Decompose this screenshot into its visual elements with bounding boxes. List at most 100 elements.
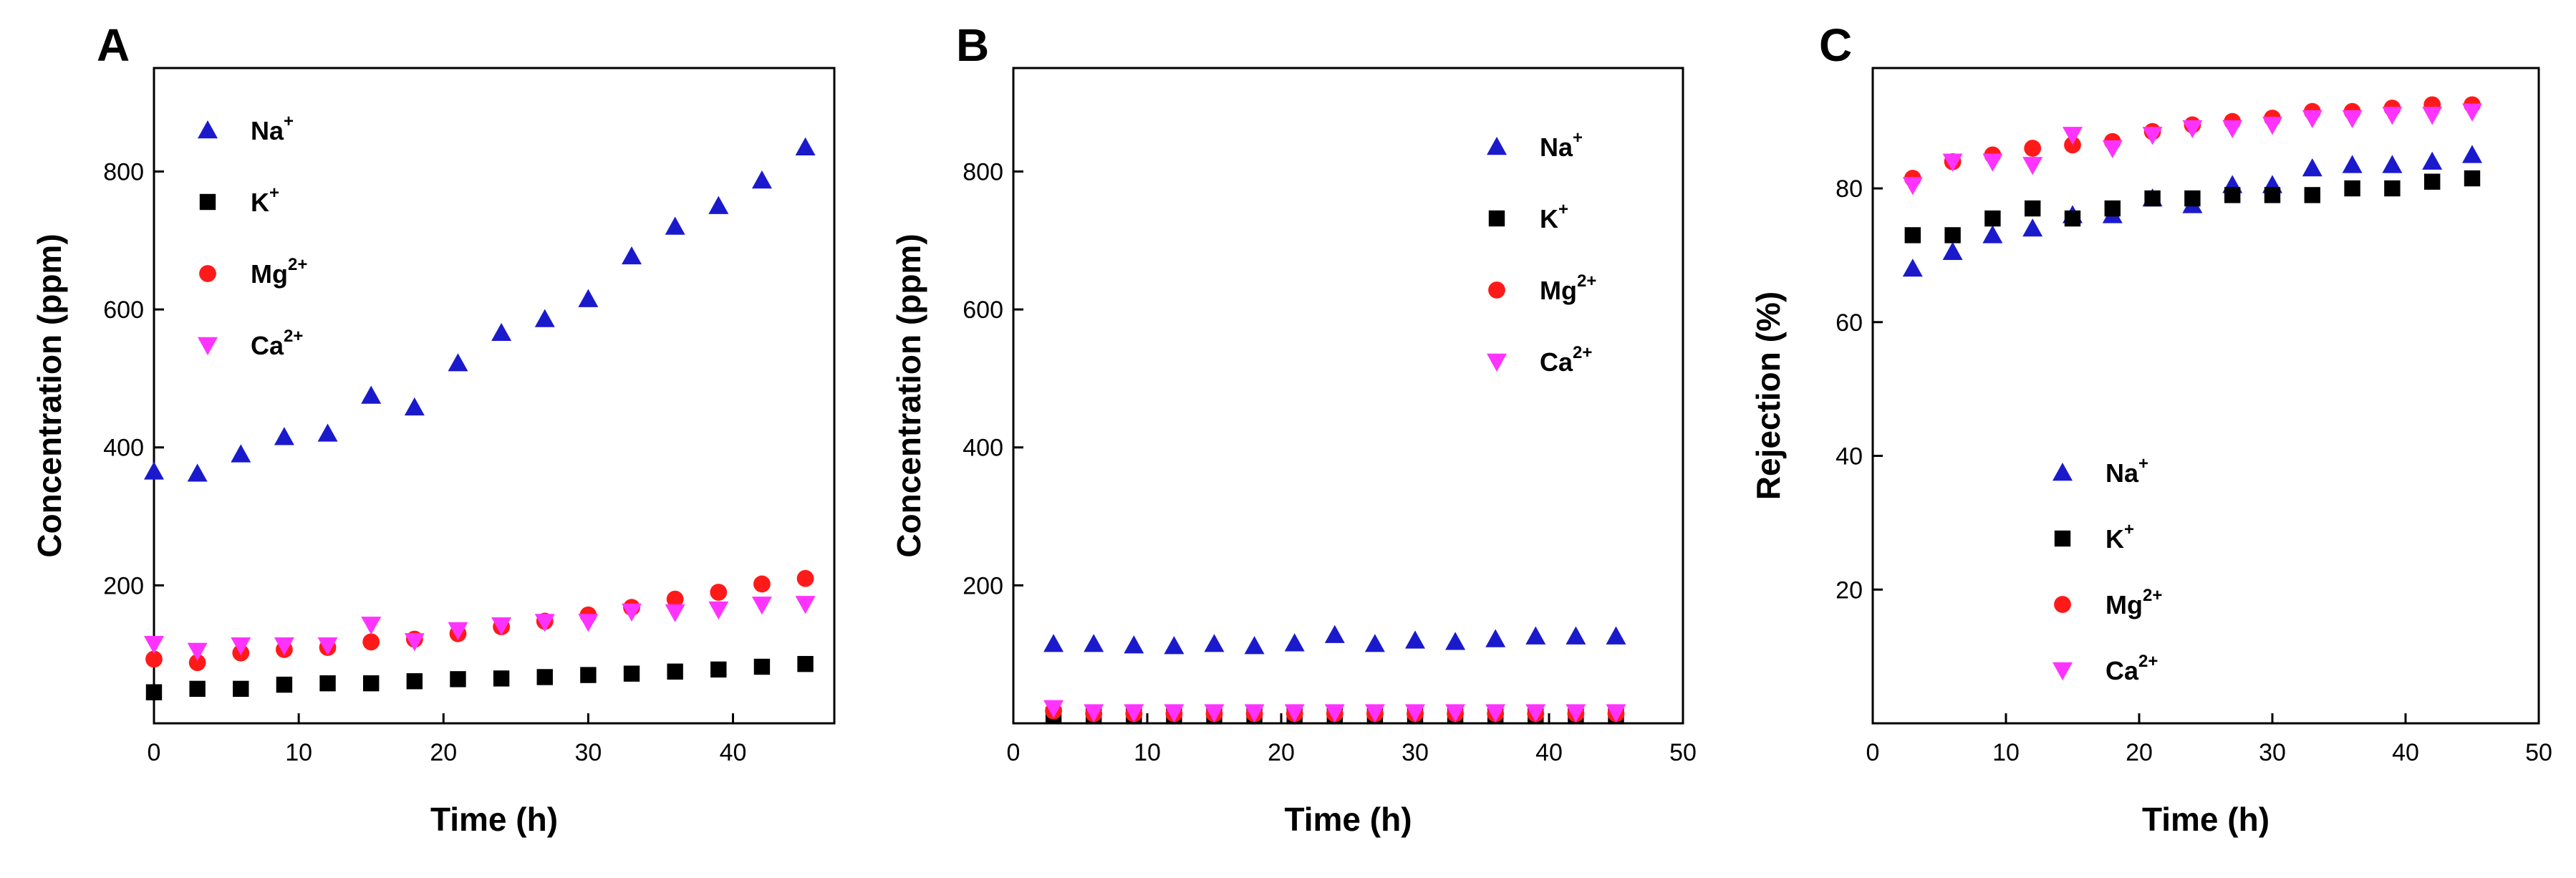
x-tick-label: 20 (2126, 739, 2153, 766)
data-point-ca (1902, 177, 1923, 196)
data-point-k (580, 667, 597, 683)
x-tick-label: 20 (1268, 739, 1295, 766)
legend-marker-mg (2054, 596, 2071, 613)
legend-label-na: Na+ (2105, 454, 2148, 488)
data-point-k (2344, 180, 2360, 197)
data-point-na (187, 463, 208, 482)
data-point-ca (274, 637, 294, 656)
y-axis-title: Rejection (%) (1750, 291, 1787, 500)
y-tick-label: 400 (103, 435, 144, 462)
data-point-ca (2382, 107, 2403, 125)
data-point-ca (2302, 110, 2322, 129)
data-point-k (2304, 187, 2320, 203)
data-point-ca (2422, 107, 2443, 125)
data-point-k (2064, 210, 2081, 227)
data-point-ca (751, 597, 772, 615)
x-tick-label: 10 (1992, 739, 2020, 766)
data-point-k (797, 655, 814, 672)
data-point-ca (1606, 704, 1626, 723)
x-tick-label: 0 (148, 739, 161, 766)
data-point-k (276, 676, 293, 693)
data-point-mg (796, 569, 814, 587)
data-point-ca (2262, 117, 2282, 135)
data-point-na (274, 427, 294, 445)
data-point-ca (665, 604, 685, 622)
data-point-mg (2064, 136, 2081, 154)
data-point-ca (1084, 704, 1104, 723)
data-point-na (317, 423, 338, 442)
data-point-na (2382, 155, 2403, 173)
data-point-na (1284, 633, 1305, 652)
data-point-ca (578, 614, 599, 632)
data-point-k (2464, 170, 2481, 187)
data-point-ca (361, 617, 382, 635)
legend: Na+ K+ Mg2+ Ca2+ (2052, 454, 2162, 685)
y-tick-label: 60 (1835, 309, 1863, 337)
data-point-ca (231, 637, 251, 656)
series-k (1904, 170, 2481, 243)
data-point-na (795, 137, 816, 155)
data-point-na (578, 289, 599, 307)
data-point-na (448, 353, 468, 372)
x-tick-label: 40 (720, 739, 747, 766)
data-point-ca (795, 596, 816, 614)
legend-label-ca: Ca2+ (251, 327, 303, 360)
data-point-na (2342, 155, 2363, 173)
legend-marker-na (198, 120, 218, 139)
data-point-k (2184, 190, 2201, 207)
legend-label-mg: Mg2+ (251, 255, 307, 289)
series-mg (145, 569, 814, 672)
y-axis-title: Concentration (ppm) (890, 233, 927, 557)
data-point-ca (1284, 704, 1305, 723)
data-point-k (2144, 190, 2161, 207)
data-point-k (189, 680, 206, 698)
data-point-ca (622, 603, 642, 622)
series-na (1043, 624, 1626, 655)
data-point-k (2224, 187, 2241, 203)
data-point-na (1606, 626, 1626, 645)
data-point-mg (145, 650, 163, 668)
data-point-k (1944, 227, 1961, 243)
data-point-na (491, 322, 512, 342)
data-point-ca (1324, 704, 1345, 723)
data-point-ca (1043, 700, 1064, 718)
data-point-na (2302, 158, 2322, 177)
data-point-ca (2102, 140, 2123, 159)
panel-c: C 0 10 20 30 40 50 20 40 60 80 Time (h) Rejection (%… (1750, 19, 2552, 838)
data-point-na (708, 196, 729, 214)
y-tick-label: 200 (103, 572, 144, 599)
y-tick-label: 600 (103, 296, 144, 324)
x-tick-label: 20 (430, 739, 457, 766)
x-axis-title: Time (h) (430, 801, 558, 838)
data-point-k (1984, 210, 2001, 227)
legend-marker-ca (198, 337, 218, 355)
data-point-na (1902, 259, 1923, 277)
legend-label-k: K+ (1540, 200, 1568, 233)
panel-letter: C (1819, 19, 1852, 71)
legend-label-na: Na+ (251, 112, 294, 145)
data-point-na (751, 170, 772, 189)
panel-a: A 0 10 20 30 40 200 400 600 800 Time (h) Concentrat… (31, 19, 836, 838)
data-point-na (1084, 634, 1104, 652)
plot-frame (1871, 67, 2540, 725)
series-k (145, 655, 814, 700)
data-point-na (1364, 634, 1385, 652)
data-point-na (665, 216, 685, 235)
legend-marker-na (1487, 137, 1507, 155)
legend-marker-k (199, 193, 216, 211)
y-tick-label: 600 (963, 296, 1003, 324)
x-tick-label: 30 (2259, 739, 2286, 766)
data-point-mg (666, 590, 684, 608)
data-point-ca (1445, 704, 1466, 723)
data-point-na (404, 397, 425, 416)
data-point-ca (2022, 157, 2043, 175)
legend: Na+ K+ Mg2+ Ca2+ (1487, 128, 1596, 377)
data-point-mg (362, 633, 380, 651)
data-point-na (1525, 626, 1546, 645)
data-point-k (450, 671, 466, 688)
data-point-ca (1942, 153, 1963, 172)
data-point-na (361, 385, 382, 404)
series-ca (1043, 700, 1626, 723)
data-point-ca (1485, 704, 1506, 723)
